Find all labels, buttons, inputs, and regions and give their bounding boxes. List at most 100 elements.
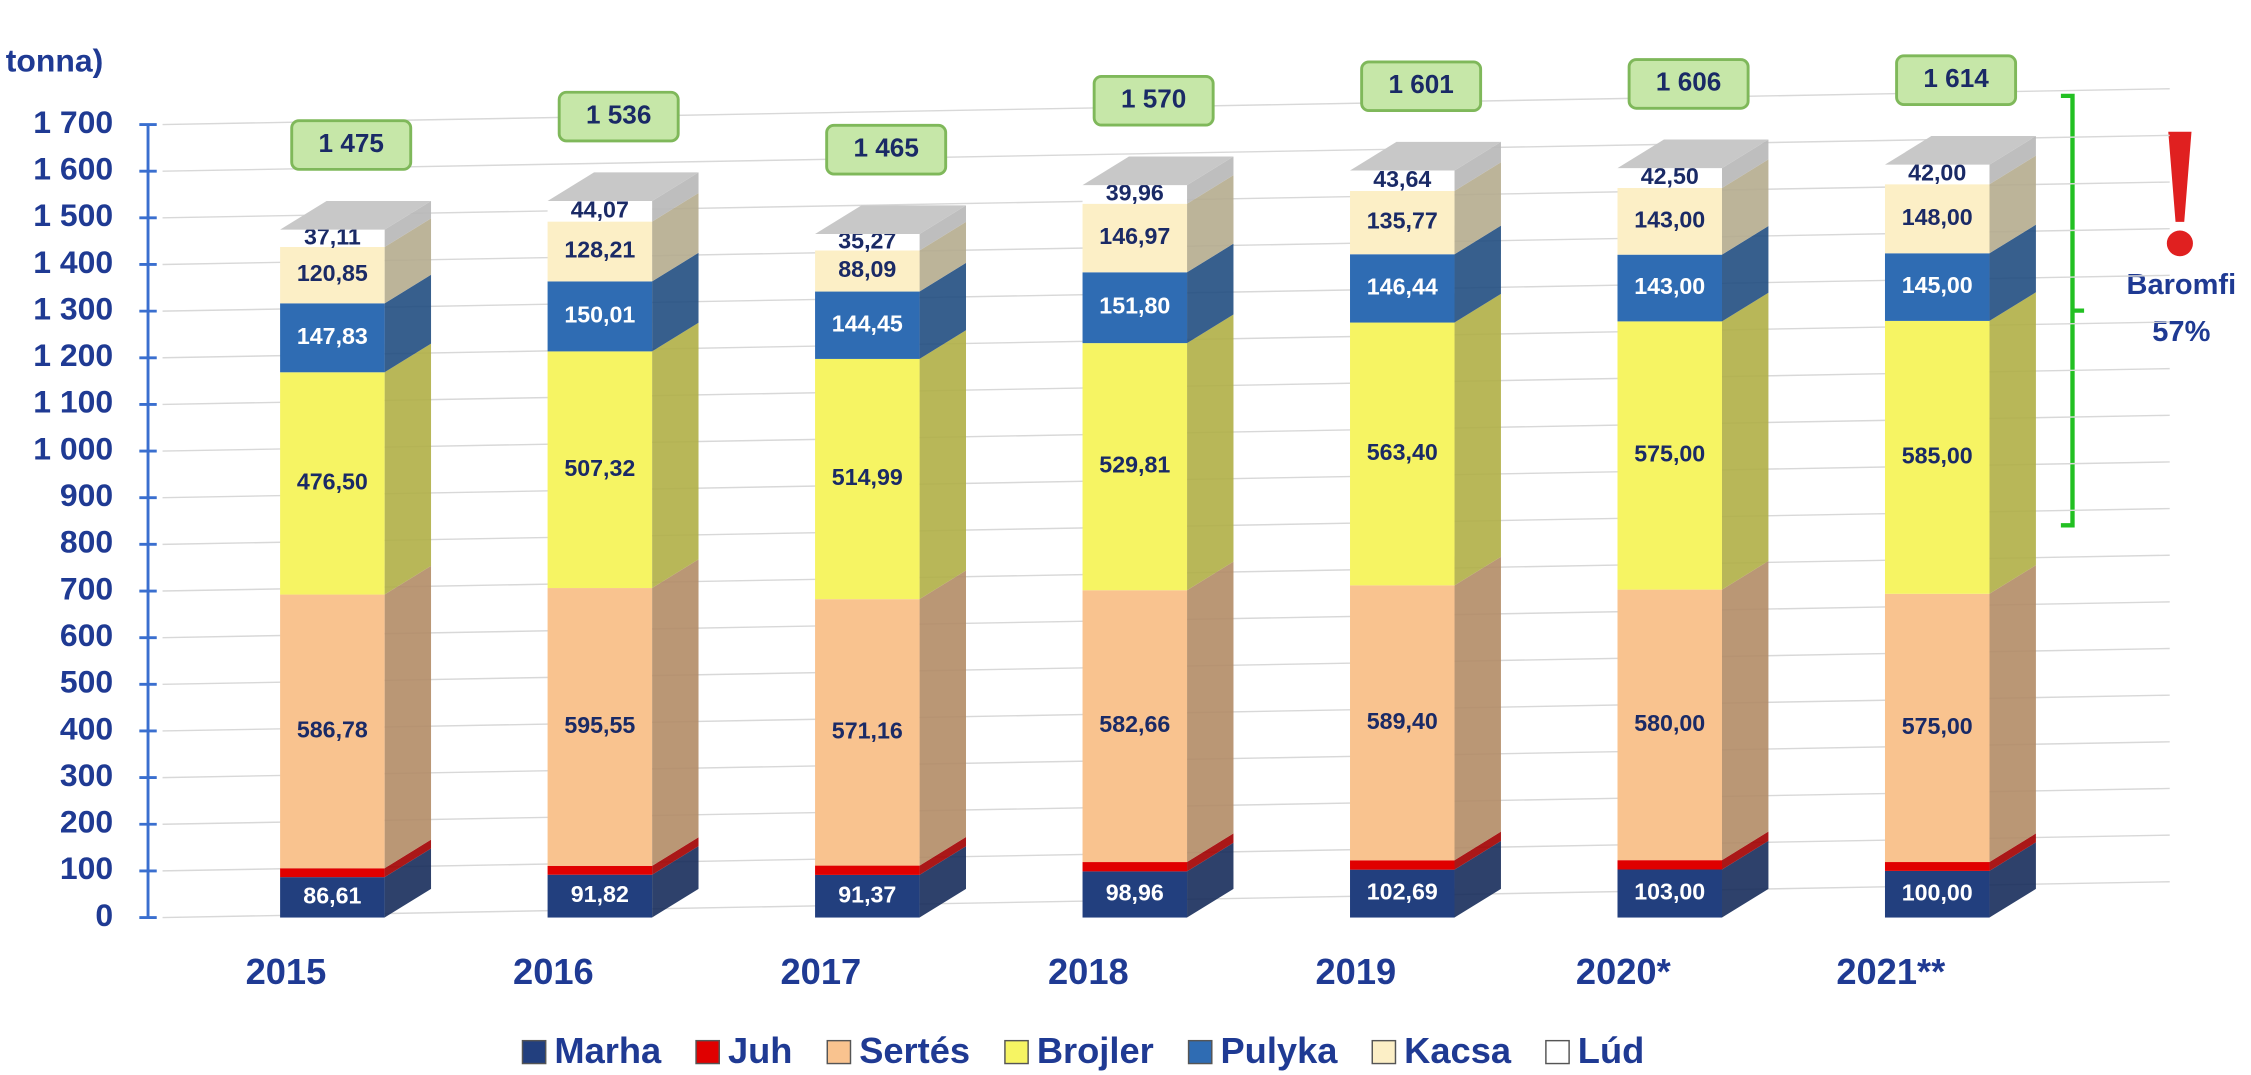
value-label: 585,00: [1902, 443, 1973, 469]
total-label: 1 475: [319, 130, 384, 158]
total-label: 1 606: [1656, 69, 1721, 97]
value-label: 88,09: [838, 256, 896, 282]
value-label: 144,45: [832, 310, 903, 336]
value-label: 100,00: [1902, 879, 1973, 905]
legend-label: Brojler: [1037, 1030, 1154, 1071]
y-tick-label: 400: [60, 710, 113, 746]
value-label: 563,40: [1367, 439, 1438, 465]
value-label: 529,81: [1099, 452, 1170, 478]
y-tick-label: 100: [60, 850, 113, 886]
value-label: 143,00: [1634, 273, 1705, 299]
value-label: 146,97: [1099, 223, 1170, 249]
value-label: 575,00: [1634, 441, 1705, 467]
value-label: 146,44: [1367, 274, 1438, 300]
bar-side: [652, 323, 698, 588]
bar-segment: [1617, 860, 1721, 869]
y-tick-label: 900: [60, 477, 113, 513]
bar-side: [1722, 293, 1768, 590]
bar-side: [385, 566, 431, 868]
value-label: 135,77: [1367, 208, 1438, 234]
bar-segment: [1885, 862, 1989, 871]
value-label: 582,66: [1099, 711, 1170, 737]
bar-segment: [1350, 860, 1454, 869]
bar-segment: [280, 868, 384, 877]
value-label: 86,61: [303, 883, 361, 909]
legend-label: Sertés: [859, 1030, 970, 1071]
value-label: 514,99: [832, 464, 903, 490]
value-label: 151,80: [1099, 293, 1170, 319]
bracket: [2061, 96, 2084, 525]
legend-swatch: [696, 1041, 719, 1064]
legend-swatch: [1189, 1041, 1212, 1064]
legend-label: Juh: [728, 1030, 792, 1071]
y-tick-label: 800: [60, 524, 113, 560]
legend-swatch: [1005, 1041, 1028, 1064]
y-tick-label: 500: [60, 664, 113, 700]
y-tick-label: 300: [60, 757, 113, 793]
y-tick-label: 600: [60, 617, 113, 653]
total-label: 1 614: [1923, 65, 1989, 93]
value-label: 102,69: [1367, 879, 1438, 905]
total-label: 1 601: [1388, 71, 1453, 99]
y-tick-label: 1 300: [33, 291, 113, 327]
bar-side: [920, 330, 966, 599]
bar-side: [1187, 562, 1233, 862]
y-axis-label: tonna): [6, 43, 104, 79]
legend-label: Lúd: [1578, 1030, 1644, 1071]
value-label: 91,37: [838, 881, 896, 907]
x-tick-label: 2019: [1315, 951, 1396, 992]
value-label: 128,21: [564, 237, 635, 263]
bar-side: [1722, 561, 1768, 860]
x-tick-label: 2020*: [1576, 951, 1671, 992]
bar-side: [652, 559, 698, 865]
bar-side: [1187, 314, 1233, 590]
annotation: 57%: [2152, 316, 2210, 348]
y-tick-label: 1 700: [33, 104, 113, 140]
value-label: 145,00: [1902, 272, 1973, 298]
value-label: 103,00: [1634, 879, 1705, 905]
total-label: 1 570: [1121, 86, 1186, 114]
annotation: Baromfi: [2127, 269, 2237, 301]
legend-label: Kacsa: [1404, 1030, 1512, 1071]
legend-label: Marha: [554, 1030, 662, 1071]
value-label: 98,96: [1106, 880, 1164, 906]
bar-side: [920, 571, 966, 866]
bar-side: [1989, 565, 2035, 862]
y-tick-label: 1 600: [33, 151, 113, 187]
legend-swatch: [1546, 1041, 1569, 1064]
value-label: 595,55: [564, 712, 635, 738]
x-tick-label: 2018: [1048, 951, 1129, 992]
bar-side: [1989, 292, 2035, 594]
legend-label: Pulyka: [1221, 1030, 1339, 1071]
value-label: 575,00: [1902, 713, 1973, 739]
x-tick-label: 2021**: [1836, 951, 1945, 992]
legend-swatch: [827, 1041, 850, 1064]
value-label: 580,00: [1634, 710, 1705, 736]
bar-segment: [1083, 862, 1187, 871]
legend-swatch: [1372, 1041, 1395, 1064]
warning-icon: [2167, 132, 2193, 257]
bar-segment: [815, 866, 919, 875]
value-label: 571,16: [832, 718, 903, 744]
bar-side: [385, 344, 431, 595]
total-label: 1 536: [586, 102, 651, 130]
x-tick-label: 2016: [513, 951, 594, 992]
value-label: 589,40: [1367, 708, 1438, 734]
value-label: 91,82: [571, 881, 629, 907]
y-tick-label: 200: [60, 804, 113, 840]
y-tick-label: 1 100: [33, 384, 113, 420]
y-tick-label: 0: [95, 897, 113, 933]
value-label: 147,83: [297, 323, 368, 349]
y-tick-label: 1 500: [33, 197, 113, 233]
y-tick-label: 700: [60, 571, 113, 607]
x-tick-label: 2015: [246, 951, 327, 992]
total-label: 1 465: [853, 135, 918, 163]
y-tick-label: 1 000: [33, 431, 113, 467]
legend-swatch: [522, 1041, 545, 1064]
bar-side: [1455, 557, 1501, 861]
bar-side: [1455, 294, 1501, 585]
x-tick-label: 2017: [781, 951, 862, 992]
chart: tonna) Baromfi 57% 0 100 200 300 400 500 600 70…: [0, 0, 2251, 1075]
y-tick-label: 1 200: [33, 337, 113, 373]
bar-segment: [548, 866, 652, 875]
